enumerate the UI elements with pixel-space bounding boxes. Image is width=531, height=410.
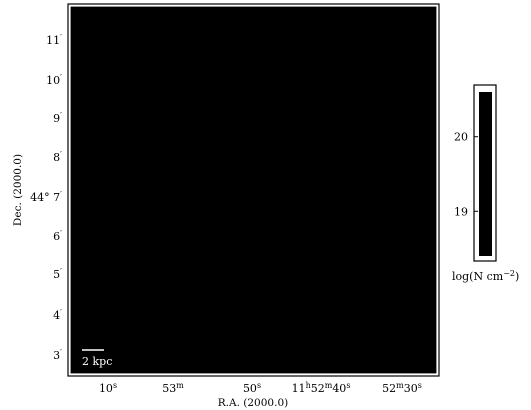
y-tick-label: 5′ bbox=[53, 267, 62, 281]
map-border bbox=[70, 6, 437, 374]
colorbar-label-exponent: −2 bbox=[503, 269, 515, 278]
y-tick-label: 44° 7′ bbox=[30, 190, 62, 204]
y-axis-title: Dec. (2000.0) bbox=[12, 154, 24, 226]
y-ticks: 11′ 10′ 9′ 8′ 44° 7′ 6′ 5′ 4′ 3′ bbox=[30, 33, 436, 362]
x-tick-label: 11h52m40s bbox=[292, 381, 351, 395]
x-ticks: 10s 53m 50s 11h52m40s 52m30s bbox=[99, 7, 422, 395]
colorbar-tick-label: 19 bbox=[454, 205, 468, 218]
y-tick-label: 6′ bbox=[53, 229, 62, 243]
colorbar-gradient bbox=[479, 92, 492, 256]
y-tick-label: 11′ bbox=[46, 33, 62, 47]
y-tick-label: 4′ bbox=[53, 308, 62, 322]
y-tick-label: 3′ bbox=[53, 348, 62, 362]
y-tick-label: 8′ bbox=[53, 150, 62, 164]
x-tick-label: 50s bbox=[243, 381, 261, 395]
x-tick-label: 10s bbox=[99, 381, 117, 395]
x-axis-title: R.A. (2000.0) bbox=[218, 397, 288, 409]
x-tick-label: 52m30s bbox=[382, 381, 422, 395]
y-tick-label: 10′ bbox=[46, 73, 62, 87]
column-density-map bbox=[71, 7, 436, 373]
x-tick-label: 53m bbox=[162, 381, 184, 395]
colorbar-label: log(N cm−2) bbox=[452, 269, 519, 283]
y-tick-label: 9′ bbox=[53, 111, 62, 125]
colorbar-tick-label: 20 bbox=[454, 131, 468, 144]
scale-bar-label: 2 kpc bbox=[82, 355, 112, 368]
